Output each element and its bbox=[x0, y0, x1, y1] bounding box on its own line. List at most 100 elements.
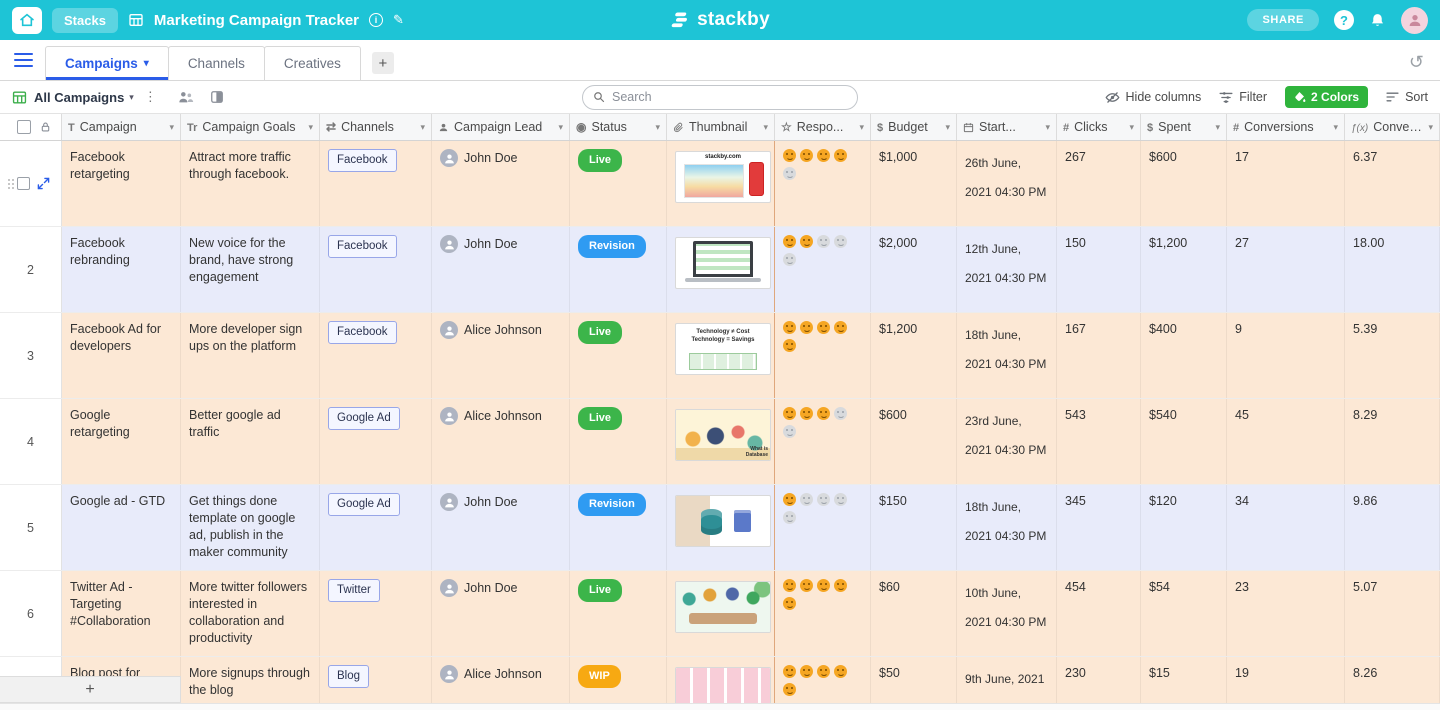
cell-budget[interactable]: $1,000 bbox=[871, 141, 957, 226]
edit-title-icon[interactable]: ✎ bbox=[393, 12, 404, 27]
cell-budget[interactable]: $2,000 bbox=[871, 227, 957, 312]
rating-smiley-icon[interactable] bbox=[817, 407, 830, 420]
sort-button[interactable]: Sort bbox=[1386, 90, 1428, 104]
cell-start[interactable]: 12th June, 2021 04:30 PM bbox=[957, 227, 1057, 312]
chevron-down-icon[interactable]: ▾ bbox=[1333, 121, 1338, 132]
rating-smiley-icon[interactable] bbox=[783, 235, 796, 248]
column-header-spent[interactable]: $ Spent ▾ bbox=[1141, 114, 1227, 140]
column-header-start[interactable]: Start... ▾ bbox=[957, 114, 1057, 140]
chevron-down-icon[interactable]: ▾ bbox=[420, 121, 425, 132]
cell-rate[interactable]: 5.07 bbox=[1345, 571, 1440, 656]
rating-smiley-icon[interactable] bbox=[817, 235, 830, 248]
cell-rating[interactable] bbox=[775, 485, 871, 570]
rating-smiley-icon[interactable] bbox=[783, 339, 796, 352]
cell-thumbnail[interactable]: stackby.com bbox=[667, 141, 775, 226]
chevron-down-icon[interactable]: ▾ bbox=[763, 121, 768, 132]
column-header-thumbnail[interactable]: Thumbnail ▾ bbox=[667, 114, 775, 140]
row-color-view-icon[interactable] bbox=[210, 90, 224, 104]
view-caret-icon[interactable]: ▾ bbox=[129, 91, 134, 102]
rating-smiley-icon[interactable] bbox=[800, 493, 813, 506]
column-header-status[interactable]: ◉ Status ▾ bbox=[570, 114, 667, 140]
cell-clicks[interactable]: 150 bbox=[1057, 227, 1141, 312]
column-header-clicks[interactable]: # Clicks ▾ bbox=[1057, 114, 1141, 140]
cell-campaign[interactable]: Facebook Ad for developers bbox=[62, 313, 181, 398]
cell-budget[interactable]: $1,200 bbox=[871, 313, 957, 398]
rating-smiley-icon[interactable] bbox=[834, 493, 847, 506]
row-gutter-hover[interactable] bbox=[0, 141, 62, 226]
cell-status[interactable]: WIP bbox=[570, 657, 667, 710]
cell-campaign[interactable]: Facebook rebranding bbox=[62, 227, 181, 312]
cell-conversions[interactable]: 34 bbox=[1227, 485, 1345, 570]
rating-smiley-icon[interactable] bbox=[783, 407, 796, 420]
cell-channel[interactable]: Blog bbox=[320, 657, 432, 710]
rating-smiley-icon[interactable] bbox=[817, 493, 830, 506]
thumbnail-image[interactable] bbox=[675, 581, 771, 633]
cell-spent[interactable]: $15 bbox=[1141, 657, 1227, 710]
view-menu-icon[interactable]: ⋮ bbox=[143, 89, 158, 104]
cell-clicks[interactable]: 454 bbox=[1057, 571, 1141, 656]
cell-clicks[interactable]: 230 bbox=[1057, 657, 1141, 710]
stacks-button[interactable]: Stacks bbox=[52, 7, 118, 33]
search-box[interactable] bbox=[582, 84, 858, 110]
cell-goals[interactable]: Attract more traffic through facebook. bbox=[181, 141, 320, 226]
chevron-down-icon[interactable]: ▾ bbox=[655, 121, 660, 132]
tab-campaigns[interactable]: Campaigns ▾ bbox=[45, 46, 169, 80]
filter-button[interactable]: Filter bbox=[1219, 90, 1267, 104]
cell-spent[interactable]: $540 bbox=[1141, 399, 1227, 484]
cell-goals[interactable]: More signups through the blog bbox=[181, 657, 320, 710]
cell-clicks[interactable]: 543 bbox=[1057, 399, 1141, 484]
cell-status[interactable]: Live bbox=[570, 313, 667, 398]
rating-smiley-icon[interactable] bbox=[800, 149, 813, 162]
column-header-conversio[interactable]: ƒ(x) Conversio ▾ bbox=[1345, 114, 1440, 140]
chevron-down-icon[interactable]: ▾ bbox=[1045, 121, 1050, 132]
rating-smiley-icon[interactable] bbox=[834, 579, 847, 592]
cell-budget[interactable]: $600 bbox=[871, 399, 957, 484]
tab-creatives[interactable]: Creatives bbox=[263, 46, 361, 80]
chevron-down-icon[interactable]: ▾ bbox=[1215, 121, 1220, 132]
cell-lead[interactable]: Alice Johnson bbox=[432, 399, 570, 484]
chevron-down-icon[interactable]: ▾ bbox=[945, 121, 950, 132]
cell-rate[interactable]: 9.86 bbox=[1345, 485, 1440, 570]
rating-smiley-icon[interactable] bbox=[783, 321, 796, 334]
cell-start[interactable]: 23rd June, 2021 04:30 PM bbox=[957, 399, 1057, 484]
sidebar-menu-icon[interactable] bbox=[14, 52, 33, 67]
cell-lead[interactable]: John Doe bbox=[432, 141, 570, 226]
rating-smiley-icon[interactable] bbox=[783, 665, 796, 678]
rating-smiley-icon[interactable] bbox=[800, 407, 813, 420]
column-header-respo[interactable]: ☆ Respo... ▾ bbox=[775, 114, 871, 140]
cell-status[interactable]: Revision bbox=[570, 227, 667, 312]
cell-channel[interactable]: Google Ad bbox=[320, 485, 432, 570]
rating-smiley-icon[interactable] bbox=[834, 235, 847, 248]
rating-smiley-icon[interactable] bbox=[783, 167, 796, 180]
channel-chip[interactable]: Google Ad bbox=[328, 407, 400, 430]
cell-status[interactable]: Live bbox=[570, 141, 667, 226]
cell-channel[interactable]: Facebook bbox=[320, 313, 432, 398]
info-icon[interactable]: i bbox=[369, 13, 383, 27]
cell-status[interactable]: Live bbox=[570, 571, 667, 656]
cell-channel[interactable]: Twitter bbox=[320, 571, 432, 656]
thumbnail-image[interactable] bbox=[675, 495, 771, 547]
cell-goals[interactable]: Better google ad traffic bbox=[181, 399, 320, 484]
cell-budget[interactable]: $60 bbox=[871, 571, 957, 656]
cell-thumbnail[interactable] bbox=[667, 485, 775, 570]
cell-channel[interactable]: Google Ad bbox=[320, 399, 432, 484]
column-header-budget[interactable]: $ Budget ▾ bbox=[871, 114, 957, 140]
channel-chip[interactable]: Facebook bbox=[328, 321, 397, 344]
cell-goals[interactable]: Get things done template on google ad, p… bbox=[181, 485, 320, 570]
cell-goals[interactable]: More twitter followers interested in col… bbox=[181, 571, 320, 656]
rating-smiley-icon[interactable] bbox=[800, 579, 813, 592]
cell-campaign[interactable]: Facebook retargeting bbox=[62, 141, 181, 226]
cell-rating[interactable] bbox=[775, 657, 871, 710]
notifications-bell-icon[interactable] bbox=[1369, 12, 1386, 29]
add-row-button[interactable]: + bbox=[0, 676, 181, 703]
cell-campaign[interactable]: Google retargeting bbox=[62, 399, 181, 484]
cell-rate[interactable]: 8.29 bbox=[1345, 399, 1440, 484]
channel-chip[interactable]: Google Ad bbox=[328, 493, 400, 516]
rating-smiley-icon[interactable] bbox=[783, 511, 796, 524]
help-icon[interactable]: ? bbox=[1334, 10, 1354, 30]
add-table-button[interactable]: + bbox=[371, 52, 394, 74]
cell-thumbnail[interactable]: What is Database bbox=[667, 399, 775, 484]
cell-start[interactable]: 10th June, 2021 04:30 PM bbox=[957, 571, 1057, 656]
tab-channels[interactable]: Channels bbox=[167, 46, 265, 80]
channel-chip[interactable]: Blog bbox=[328, 665, 370, 688]
